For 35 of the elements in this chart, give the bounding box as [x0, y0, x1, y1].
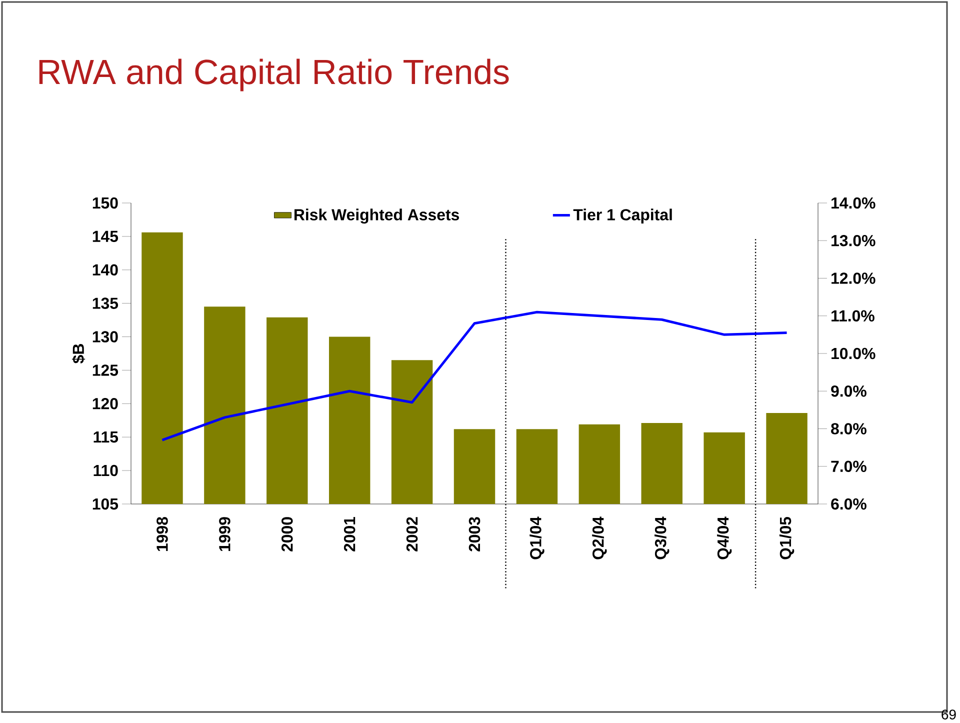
y2-tick-label: 9.0%: [831, 385, 866, 397]
y2-tick-label: 10.0%: [832, 348, 876, 360]
y-tick-label: 145: [92, 230, 118, 242]
legend-label: Tier 1 Capital: [573, 208, 672, 224]
y-tick-label: 110: [94, 464, 118, 476]
y-tick-label: 115: [94, 432, 118, 443]
legend-label: Risk Weighted Assets: [294, 208, 459, 224]
y-axis-title: $B: [72, 344, 86, 364]
y2-tick-label: 11.0%: [832, 310, 874, 322]
y-tick-label: 135: [92, 298, 118, 309]
x-tick-label: Q1/05: [779, 516, 794, 560]
y-tick-label: 125: [92, 364, 118, 376]
chart-title: RWA and Capital Ratio Trends: [39, 58, 509, 92]
y2-tick-label: 6.0%: [831, 498, 866, 510]
y2-tick-label: 8.0%: [831, 423, 866, 434]
text: 69: [942, 710, 956, 720]
x-tick-label: Q3/04: [654, 516, 670, 560]
y-tick-label: 150: [92, 197, 118, 209]
y2-tick-label: 7.0%: [831, 460, 866, 472]
x-tick-label: Q2/04: [592, 516, 607, 560]
x-tick-label: 1999: [219, 517, 230, 551]
x-tick-label: Q4/04: [716, 516, 732, 560]
y2-tick-label: 12.0%: [832, 272, 876, 284]
y2-tick-label: 14.0%: [832, 197, 876, 209]
x-tick-label: 1998: [156, 517, 168, 551]
y-tick-label: 120: [92, 398, 118, 410]
x-tick-label: 2000: [282, 517, 293, 552]
y-tick-label: 105: [92, 498, 118, 510]
x-tick-label: 2002: [406, 517, 418, 552]
y2-tick-label: 13.0%: [832, 234, 876, 246]
y-tick-label: 130: [92, 331, 118, 342]
x-tick-label: 2001: [344, 516, 356, 552]
x-tick-label: Q1/04: [530, 516, 544, 560]
x-tick-label: 2003: [468, 517, 480, 552]
y-tick-label: 140: [92, 264, 118, 276]
